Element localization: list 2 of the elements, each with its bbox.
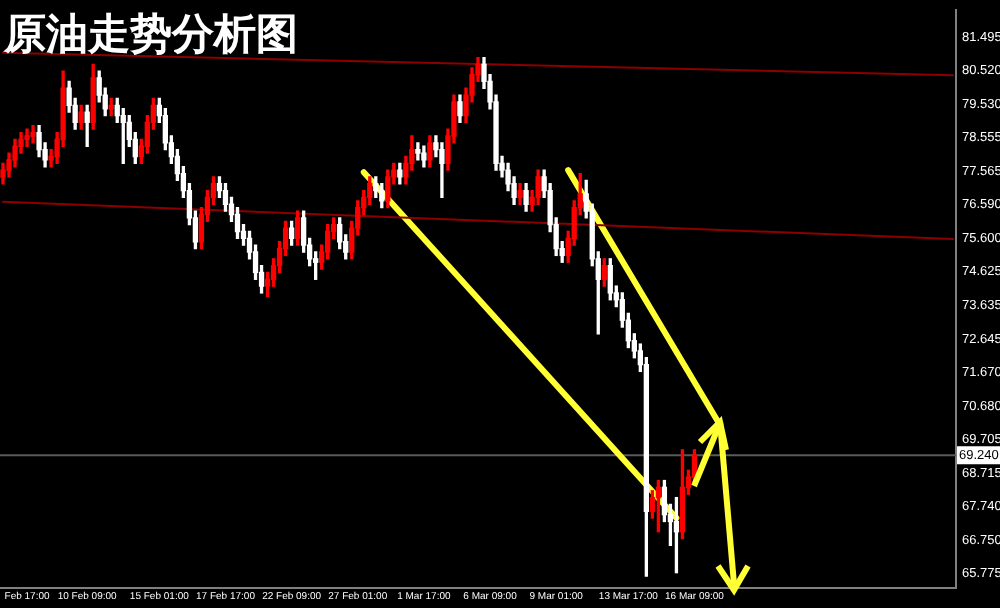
chart-title: 原油走势分析图	[2, 7, 298, 58]
candlestick	[415, 142, 421, 161]
